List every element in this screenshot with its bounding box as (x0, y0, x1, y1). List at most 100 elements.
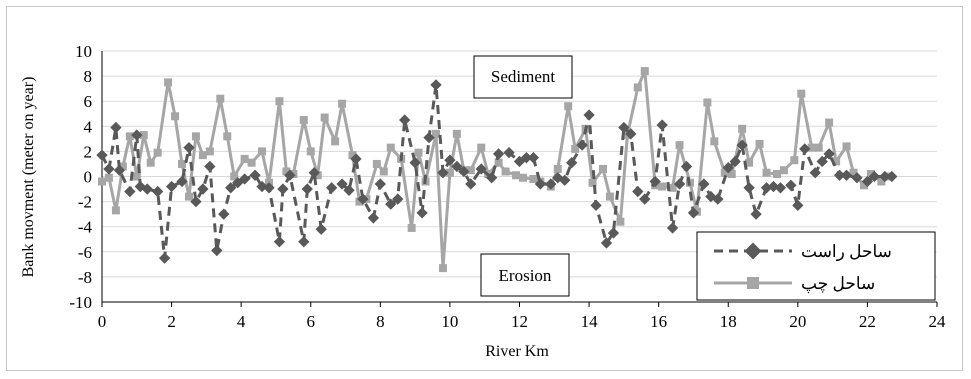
data-point (879, 170, 891, 183)
data-point (178, 159, 187, 168)
data-point (649, 175, 661, 188)
data-point (755, 139, 764, 148)
data-point (191, 132, 200, 141)
data-point (616, 217, 625, 226)
data-point (745, 158, 754, 167)
data-point (475, 163, 487, 175)
data-point (385, 198, 397, 210)
data-point (438, 264, 447, 273)
data-point (772, 169, 781, 178)
data-point (698, 178, 710, 190)
y-tick-label: 6 (84, 92, 93, 111)
data-point (315, 223, 327, 235)
data-point (710, 137, 719, 146)
data-point (859, 181, 868, 190)
data-point (165, 180, 178, 193)
data-point (132, 172, 141, 181)
legend-marker-left-bank (747, 277, 759, 289)
data-point (494, 158, 503, 167)
data-point (833, 169, 846, 181)
legend-marker-right-bank (744, 242, 762, 260)
data-point (423, 131, 435, 144)
data-point (282, 167, 291, 176)
data-point (230, 172, 239, 181)
data-point (666, 222, 679, 234)
data-point (512, 171, 521, 180)
data-point (790, 156, 799, 165)
data-point (639, 193, 651, 205)
data-point (832, 157, 841, 166)
data-point (125, 132, 134, 141)
data-point (738, 124, 747, 133)
data-point (851, 172, 863, 184)
data-point (767, 180, 780, 193)
data-point (743, 182, 755, 194)
data-point (298, 236, 310, 248)
data-point (564, 102, 573, 111)
y-tick-labels: 10 8 6 4 2 0 -2 -4 -6 -8 -10 (69, 42, 92, 312)
data-point (816, 155, 828, 168)
sediment-label: Sediment (491, 67, 555, 86)
data-point (98, 177, 106, 186)
data-point (785, 179, 797, 191)
x-tick-label: 8 (376, 312, 385, 331)
data-point (131, 129, 143, 141)
data-point (355, 197, 364, 206)
data-point (141, 183, 153, 195)
data-point (823, 148, 835, 160)
sediment-box (473, 55, 573, 99)
data-point (583, 109, 595, 121)
data-point (588, 178, 597, 187)
data-point (633, 83, 642, 92)
data-point (553, 164, 562, 173)
data-point (762, 168, 771, 177)
data-point (367, 212, 380, 224)
data-point (273, 236, 286, 248)
data-point (814, 143, 823, 152)
data-point (868, 170, 881, 183)
data-point (225, 182, 237, 194)
erosion-label: Erosion (499, 266, 552, 285)
x-tick-label: 18 (720, 312, 737, 331)
data-point (861, 175, 874, 188)
data-point (118, 162, 127, 171)
data-point (797, 89, 806, 98)
x-tick-label: 0 (98, 312, 107, 331)
data-point (445, 168, 454, 177)
data-point (527, 152, 540, 164)
x-tick-label: 10 (441, 312, 458, 331)
y-tick-label: -2 (78, 193, 92, 212)
data-point (284, 169, 296, 181)
data-point (379, 167, 388, 176)
x-tick-label: 20 (789, 312, 806, 331)
x-tick-label: 12 (511, 312, 528, 331)
data-point (477, 143, 486, 152)
data-point (492, 148, 505, 160)
data-point (211, 244, 223, 257)
data-point (774, 182, 787, 194)
data-point (153, 148, 162, 157)
data-point (204, 160, 216, 173)
data-point (139, 131, 148, 140)
y-tick-label: 8 (84, 67, 93, 86)
data-point (529, 175, 538, 184)
data-point (198, 151, 207, 160)
data-point (386, 143, 395, 152)
data-point (750, 208, 762, 220)
x-tick-label: 14 (581, 312, 599, 331)
data-point (520, 152, 533, 164)
data-point (256, 180, 268, 193)
legend-label-left-bank: ساحل چپ (801, 274, 875, 294)
data-point (658, 182, 667, 191)
y-axis-title: Bank movment (meter on year) (20, 77, 37, 278)
data-point (792, 199, 804, 212)
data-point (110, 121, 122, 134)
x-axis-title: River Km (485, 343, 549, 360)
data-point (320, 113, 329, 122)
legend-box (696, 231, 936, 301)
data-point (223, 132, 232, 141)
data-point (275, 97, 284, 106)
data-point (437, 167, 449, 179)
data-point (590, 199, 602, 212)
data-point (501, 167, 510, 176)
